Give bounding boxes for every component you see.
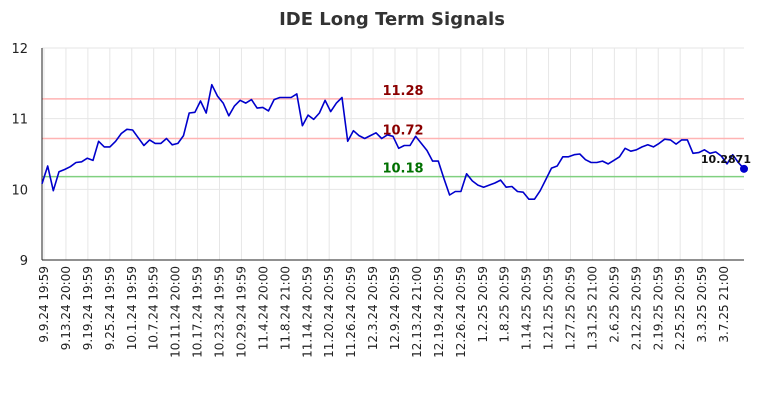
x-tick-label: 9.25.24 19:59 [103,266,117,350]
x-tick-label: 3.3.25 20:59 [695,266,709,343]
x-tick-label: 11.8.24 21:00 [278,266,292,350]
x-tick-label: 9.19.24 19:59 [81,266,95,350]
x-tick-label: 9.9.24 19:59 [37,266,51,343]
x-tick-label: 10.29.24 19:59 [234,266,248,358]
x-tick-label: 1.27.25 20:59 [564,266,578,350]
x-tick-label: 1.8.25 20:59 [498,266,512,343]
x-tick-label: 2.25.25 20:59 [673,266,687,350]
chart-title: IDE Long Term Signals [279,9,505,30]
x-tick-label: 10.17.24 19:59 [191,266,205,358]
x-tick-label: 2.6.25 20:59 [607,266,621,343]
x-tick-label: 11.14.24 20:59 [300,266,314,358]
axes: 9 10 11 12 9.9.24 19:59 9.13.24 20:00 9.19.24 … [11,42,744,358]
y-tick-label: 10 [11,183,28,198]
x-tick-label: 1.21.25 20:59 [542,266,556,350]
grid [42,47,744,261]
x-tick-label: 11.26.24 20:59 [344,266,358,358]
x-tick-label: 2.19.25 20:59 [651,266,665,350]
x-tick-label: 1.2.25 20:59 [476,266,490,343]
reference-line-label: 11.28 [382,84,423,99]
x-tick-label: 9.13.24 20:00 [59,266,73,350]
x-tick-label: 1.14.25 20:59 [520,266,534,350]
x-tick-label: 10.11.24 20:00 [169,266,183,358]
labels: 11.28 10.72 10.18 10.2871 [382,84,751,177]
y-tick-label: 11 [11,113,28,128]
series-layer [41,83,748,200]
x-tick-label: 10.1.24 19:59 [125,266,139,350]
x-tick-label: 12.19.24 20:59 [432,266,446,358]
x-tick-label: 1.31.25 21:00 [585,266,599,350]
x-tick-label: 11.4.24 20:00 [256,266,270,350]
reference-lines [42,98,744,178]
x-tick-label: 12.3.24 20:59 [366,266,380,350]
x-tick-label: 12.9.24 20:59 [388,266,402,350]
y-tick-label: 9 [20,254,28,269]
series-line [41,83,745,200]
reference-line-label: 10.18 [382,162,423,177]
last-value-label: 10.2871 [701,153,751,166]
x-tick-label: 10.7.24 19:59 [147,266,161,350]
x-tick-label: 11.20.24 20:59 [322,266,336,358]
y-tick-label: 12 [11,42,28,57]
x-tick-label: 12.26.24 20:59 [454,266,468,358]
x-tick-label: 10.23.24 19:59 [213,266,227,358]
x-tick-label: 2.12.25 20:59 [629,266,643,350]
x-tick-label: 12.13.24 21:00 [410,266,424,358]
last-value-point [740,164,748,173]
reference-line-label: 10.72 [382,123,423,138]
x-tick-label: 3.7.25 21:00 [717,266,731,343]
